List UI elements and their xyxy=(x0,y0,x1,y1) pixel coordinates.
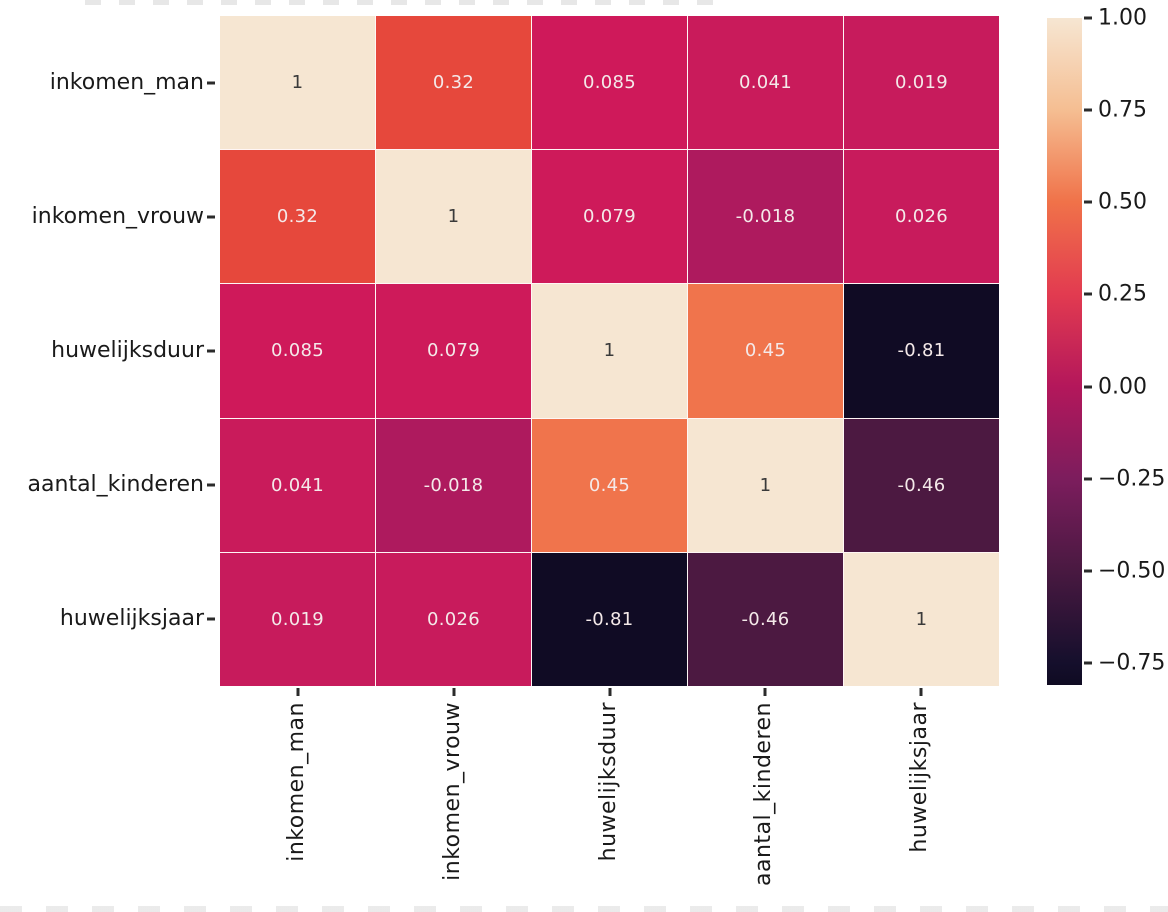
x-axis-label-inkomen_vrouw: inkomen_vrouw xyxy=(439,702,465,881)
y-tick-mark xyxy=(207,215,215,219)
cropped-text-artifact-top xyxy=(85,0,725,5)
colorbar-tick-label: −0.25 xyxy=(1098,466,1166,492)
cell-value: 0.085 xyxy=(270,340,325,362)
x-tick-mark xyxy=(608,688,611,696)
heatmap-cell-huwelijksduur-inkomen_man: 0.085 xyxy=(220,284,375,418)
x-tick-mark xyxy=(296,688,300,696)
heatmap-cell-aantal_kinderen-inkomen_man: 0.041 xyxy=(220,418,375,552)
colorbar-tick-mark xyxy=(1084,108,1092,112)
heatmap-cell-huwelijksjaar-inkomen_vrouw: 0.026 xyxy=(376,552,531,686)
heatmap-cell-inkomen_man-inkomen_man: 1 xyxy=(220,16,375,150)
x-axis-label-huwelijksjaar: huwelijksjaar xyxy=(907,702,933,853)
heatmap-cell-inkomen_vrouw-aantal_kinderen: -0.018 xyxy=(688,150,843,284)
cell-value: 0.019 xyxy=(894,72,949,94)
cell-value: 1 xyxy=(915,608,928,630)
cell-value: 0.45 xyxy=(744,340,787,362)
heatmap-cell-inkomen_vrouw-huwelijksjaar: 0.026 xyxy=(844,150,999,284)
heatmap-cell-huwelijksduur-aantal_kinderen: 0.45 xyxy=(688,284,843,418)
heatmap-cell-inkomen_man-huwelijksduur: 0.085 xyxy=(532,16,687,150)
x-tick-mark xyxy=(452,688,456,696)
heatmap-cell-inkomen_man-aantal_kinderen: 0.041 xyxy=(688,16,843,150)
heatmap-cell-huwelijksjaar-huwelijksduur: -0.81 xyxy=(532,552,687,686)
cell-value: 0.079 xyxy=(582,206,637,228)
colorbar-tick-label: −0.75 xyxy=(1098,650,1166,676)
cell-value: 0.085 xyxy=(582,72,637,94)
heatmap-cell-huwelijksjaar-huwelijksjaar: 1 xyxy=(844,552,999,686)
x-axis-label-aantal_kinderen: aantal_kinderen xyxy=(751,702,777,886)
y-axis-label-aantal_kinderen: aantal_kinderen xyxy=(27,472,204,497)
cell-value: 1 xyxy=(447,206,460,228)
heatmap-cell-inkomen_man-inkomen_vrouw: 0.32 xyxy=(376,16,531,150)
x-tick-mark xyxy=(763,688,767,696)
colorbar-tick-label: −0.50 xyxy=(1098,558,1166,584)
colorbar-tick-mark xyxy=(1084,661,1092,665)
cell-value: 0.041 xyxy=(270,474,325,496)
heatmap-cell-huwelijksjaar-aantal_kinderen: -0.46 xyxy=(688,552,843,686)
heatmap-cell-huwelijksduur-huwelijksduur: 1 xyxy=(532,284,687,418)
heatmap-cell-inkomen_vrouw-huwelijksduur: 0.079 xyxy=(532,150,687,284)
y-axis-label-inkomen_man: inkomen_man xyxy=(49,70,204,95)
colorbar-tick-label: 0.25 xyxy=(1098,281,1147,307)
cell-value: -0.81 xyxy=(585,608,634,630)
cell-value: -0.46 xyxy=(741,608,790,630)
y-tick-mark xyxy=(207,483,215,487)
heatmap-cell-inkomen_vrouw-inkomen_man: 0.32 xyxy=(220,150,375,284)
colorbar-tick-label: 0.50 xyxy=(1098,189,1147,215)
cell-value: -0.81 xyxy=(897,340,946,362)
cell-value: 0.041 xyxy=(738,72,793,94)
colorbar-tick-mark xyxy=(1084,200,1092,204)
cell-value: 1 xyxy=(603,340,616,362)
heatmap-grid: 1 0.32 0.085 0.041 0.019 0.32 1 0.079 -0.018 0.02… xyxy=(220,16,999,686)
cropped-text-artifact-bottom xyxy=(0,906,1168,912)
x-axis-label-huwelijksduur: huwelijksduur xyxy=(595,702,621,862)
y-axis-label-huwelijksduur: huwelijksduur xyxy=(51,338,204,363)
cell-value: 0.32 xyxy=(276,206,319,228)
cell-value: 0.026 xyxy=(426,608,481,630)
heatmap-cell-aantal_kinderen-huwelijksjaar: -0.46 xyxy=(844,418,999,552)
y-tick-mark xyxy=(207,617,215,621)
heatmap-cell-huwelijksduur-huwelijksjaar: -0.81 xyxy=(844,284,999,418)
heatmap-cell-inkomen_man-huwelijksjaar: 0.019 xyxy=(844,16,999,150)
colorbar-gradient xyxy=(1047,18,1082,685)
heatmap-cell-huwelijksjaar-inkomen_man: 0.019 xyxy=(220,552,375,686)
heatmap-cell-aantal_kinderen-inkomen_vrouw: -0.018 xyxy=(376,418,531,552)
cell-value: 0.45 xyxy=(588,474,631,496)
cell-value: -0.018 xyxy=(735,206,796,228)
y-axis-label-inkomen_vrouw: inkomen_vrouw xyxy=(31,204,204,229)
cell-value: 0.079 xyxy=(426,340,481,362)
y-axis-label-huwelijksjaar: huwelijksjaar xyxy=(59,606,204,631)
colorbar-tick-mark xyxy=(1084,16,1092,20)
colorbar-tick-label: 0.00 xyxy=(1098,374,1147,399)
heatmap-cell-huwelijksduur-inkomen_vrouw: 0.079 xyxy=(376,284,531,418)
cell-value: 0.019 xyxy=(270,608,325,630)
cell-value: 1 xyxy=(291,72,304,94)
heatmap-cell-aantal_kinderen-aantal_kinderen: 1 xyxy=(688,418,843,552)
colorbar-tick-mark xyxy=(1084,292,1092,296)
y-tick-mark xyxy=(207,81,215,85)
y-tick-mark xyxy=(207,349,215,353)
colorbar-tick-label: 0.75 xyxy=(1098,97,1147,123)
colorbar-tick-mark xyxy=(1084,385,1092,388)
cell-value: -0.018 xyxy=(423,474,484,496)
cell-value: 0.026 xyxy=(894,206,949,228)
x-tick-mark xyxy=(919,688,923,696)
heatmap-cell-inkomen_vrouw-inkomen_vrouw: 1 xyxy=(376,150,531,284)
colorbar-tick-mark xyxy=(1084,477,1092,481)
colorbar-tick-label: 1.00 xyxy=(1098,5,1147,31)
x-axis-label-inkomen_man: inkomen_man xyxy=(283,702,309,862)
cell-value: 0.32 xyxy=(432,72,475,94)
cell-value: -0.46 xyxy=(897,474,946,496)
heatmap-cell-aantal_kinderen-huwelijksduur: 0.45 xyxy=(532,418,687,552)
colorbar-tick-mark xyxy=(1084,569,1092,573)
cell-value: 1 xyxy=(759,474,772,496)
